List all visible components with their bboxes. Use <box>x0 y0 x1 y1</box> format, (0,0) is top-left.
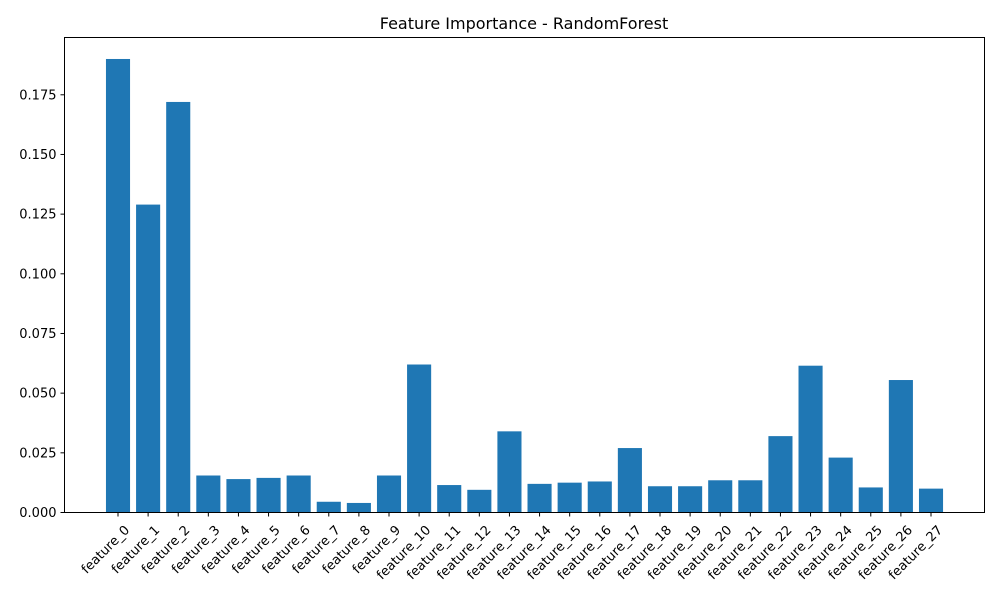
bar-feature_5 <box>256 477 281 513</box>
bar-feature_6 <box>286 475 311 513</box>
bar-feature_18 <box>647 486 673 513</box>
y-axis: 0.000 0.025 0.050 0.075 0.100 0.125 0.150 0.175 <box>19 88 65 521</box>
bar-feature_19 <box>678 486 703 513</box>
bar-feature_0 <box>105 58 131 513</box>
y-tick-label: 0.075 <box>19 327 56 342</box>
bar-feature_22 <box>768 436 793 513</box>
bars <box>105 58 944 513</box>
bar-feature_14 <box>527 483 552 513</box>
y-tick-label: 0.025 <box>19 446 56 461</box>
bar-feature_12 <box>467 489 492 513</box>
bar-feature_1 <box>136 204 161 513</box>
y-tick-label: 0.100 <box>19 267 56 282</box>
bar-feature_8 <box>346 502 371 513</box>
chart-title: Feature Importance - RandomForest <box>380 14 669 33</box>
bar-feature_4 <box>226 479 251 513</box>
bar-feature_21 <box>738 480 763 513</box>
y-tick-label: 0.150 <box>19 148 56 163</box>
bar-feature_24 <box>828 457 853 513</box>
bar-feature_25 <box>858 487 883 513</box>
x-axis: feature_0feature_1feature_2feature_3feat… <box>79 512 946 583</box>
y-tick-label: 0.000 <box>19 506 56 521</box>
bar-feature_20 <box>708 480 733 513</box>
bar-feature_7 <box>316 501 341 513</box>
bar-feature_27 <box>918 488 944 513</box>
bar-feature_13 <box>497 431 522 513</box>
y-tick-label: 0.050 <box>19 387 56 402</box>
y-tick-label: 0.125 <box>19 208 56 223</box>
bar-feature_26 <box>888 380 913 513</box>
bar-feature_3 <box>196 475 221 513</box>
bar-feature_2 <box>166 101 191 513</box>
plot-frame <box>64 37 985 513</box>
bar-feature_15 <box>557 482 582 513</box>
bar-feature_11 <box>437 485 462 513</box>
bar-feature_10 <box>407 364 432 513</box>
bar-feature_17 <box>617 448 642 513</box>
y-tick-label: 0.175 <box>19 88 56 103</box>
bar-feature_23 <box>798 365 823 513</box>
bar-feature_9 <box>376 475 402 513</box>
bar-feature_16 <box>587 481 612 513</box>
